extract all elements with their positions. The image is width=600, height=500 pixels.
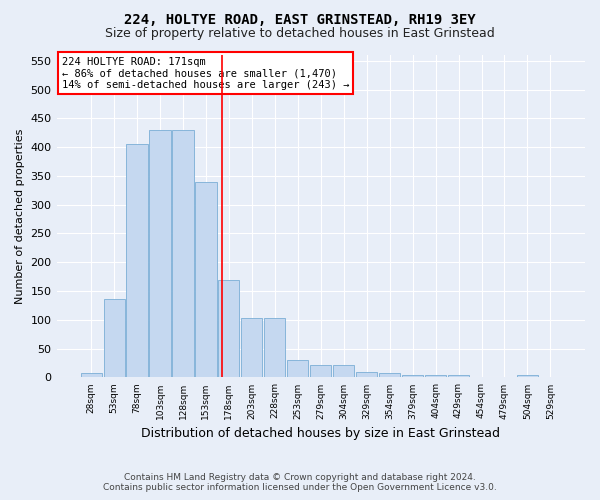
Text: 224 HOLTYE ROAD: 171sqm
← 86% of detached houses are smaller (1,470)
14% of semi: 224 HOLTYE ROAD: 171sqm ← 86% of detache… [62, 56, 349, 90]
Text: Contains HM Land Registry data © Crown copyright and database right 2024.
Contai: Contains HM Land Registry data © Crown c… [103, 473, 497, 492]
Bar [241, 318, 262, 378]
Bar [356, 372, 377, 378]
Bar [379, 373, 400, 378]
Bar [149, 130, 170, 378]
Bar [196, 182, 217, 378]
Bar [80, 373, 101, 378]
Bar [287, 360, 308, 378]
Bar [127, 144, 148, 378]
Bar [517, 374, 538, 378]
Y-axis label: Number of detached properties: Number of detached properties [15, 128, 25, 304]
Text: 224, HOLTYE ROAD, EAST GRINSTEAD, RH19 3EY: 224, HOLTYE ROAD, EAST GRINSTEAD, RH19 3… [124, 12, 476, 26]
Bar [402, 374, 423, 378]
Bar [172, 130, 194, 378]
Bar [104, 298, 125, 378]
Text: Size of property relative to detached houses in East Grinstead: Size of property relative to detached ho… [105, 28, 495, 40]
Bar [448, 374, 469, 378]
Bar [333, 365, 354, 378]
Bar [218, 280, 239, 378]
Bar [264, 318, 286, 378]
X-axis label: Distribution of detached houses by size in East Grinstead: Distribution of detached houses by size … [141, 427, 500, 440]
Bar [310, 365, 331, 378]
Bar [425, 374, 446, 378]
